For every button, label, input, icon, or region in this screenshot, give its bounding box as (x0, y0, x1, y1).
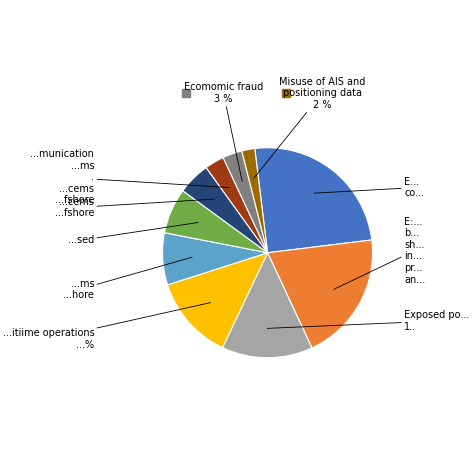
Text: ...itiime operations
...%: ...itiime operations ...% (2, 302, 210, 350)
Wedge shape (223, 151, 267, 253)
Text: Ecomomic fraud
3 %: Ecomomic fraud 3 % (184, 82, 263, 182)
Text: ...cems
...fshore: ...cems ...fshore (55, 197, 214, 219)
Text: E:...
b...
sh...
in...
pr...
an...: E:... b... sh... in... pr... an... (334, 217, 425, 290)
Text: ...sed: ...sed (68, 222, 198, 245)
Text: Misuse of AIS and
positioning data
2 %: Misuse of AIS and positioning data 2 % (254, 76, 365, 178)
Wedge shape (222, 253, 312, 358)
Text: ...munication
...ms
.
...cems
...fshore: ...munication ...ms . ...cems ...fshore (30, 149, 229, 205)
Text: ...ms
...hore: ...ms ...hore (64, 257, 192, 301)
Wedge shape (183, 168, 267, 253)
Wedge shape (164, 191, 267, 253)
Wedge shape (267, 240, 373, 348)
Wedge shape (206, 157, 267, 253)
Text: E...
co...: E... co... (314, 177, 424, 199)
Wedge shape (255, 148, 372, 253)
Text: Exposed po...
1..: Exposed po... 1.. (267, 310, 469, 332)
Wedge shape (168, 253, 267, 347)
Wedge shape (242, 148, 267, 253)
Wedge shape (163, 233, 267, 285)
